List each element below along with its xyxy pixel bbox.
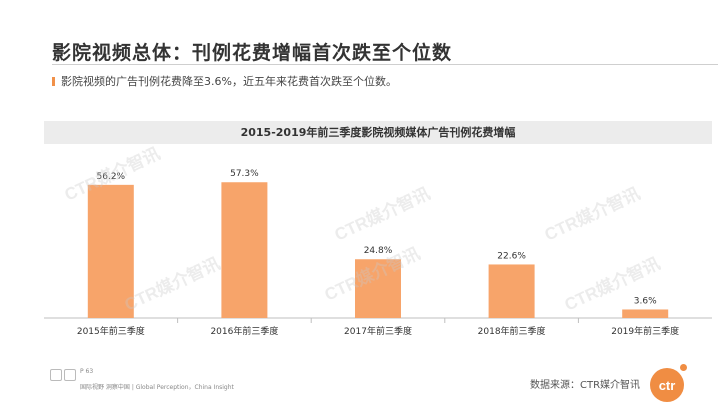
data-source: 数据来源：CTR媒介智讯 <box>530 380 641 391</box>
chart-container: 2015-2019年前三季度影院视频媒体广告刊例花费增幅 56.2% 2015年前… <box>44 121 712 341</box>
x-tick-label: 2019年前三季度 <box>611 325 679 337</box>
bar <box>221 182 268 318</box>
bar <box>488 264 535 318</box>
bar <box>355 259 401 318</box>
data-label: 56.2% <box>97 172 126 182</box>
x-tick-label: 2018年前三季度 <box>478 325 546 337</box>
page-title: 影院视频总体：刊例花费增幅首次跌至个位数 <box>52 42 453 64</box>
certification-icon <box>50 369 62 381</box>
ctr-logo: ctr <box>650 368 684 402</box>
chart-header-band <box>44 121 712 144</box>
bar-chart: 56.2% 2015年前三季度 57.3% 2016年前三季度 24.8% 2017年前三… <box>44 169 712 337</box>
x-tick-label: 2016年前三季度 <box>210 325 278 337</box>
summary-bullet: 影院视频的广告刊例花费降至3.6%，近五年来花费首次跌至个位数。 <box>52 73 397 89</box>
bar <box>622 309 669 318</box>
data-label: 24.8% <box>364 246 393 256</box>
chart-title: 2015-2019年前三季度影院视频媒体广告刊例花费增幅 <box>240 126 516 139</box>
ctr-logo-dot <box>680 364 687 371</box>
data-label: 57.3% <box>230 169 259 179</box>
x-tick-label: 2015年前三季度 <box>77 325 145 337</box>
x-tick-label: 2017年前三季度 <box>344 325 412 337</box>
certification-icon <box>64 369 76 381</box>
summary-text: 影院视频的广告刊例花费降至3.6%，近五年来花费首次跌至个位数。 <box>61 75 397 88</box>
footer-tagline: 国际视野 洞察中国 | Global Perception，China Insi… <box>80 384 234 391</box>
bullet-marker <box>52 76 55 86</box>
data-label: 22.6% <box>497 251 526 261</box>
page-number: P 63 <box>80 368 94 375</box>
data-label: 3.6% <box>634 296 657 306</box>
bar <box>87 184 134 318</box>
title-divider <box>52 64 718 65</box>
